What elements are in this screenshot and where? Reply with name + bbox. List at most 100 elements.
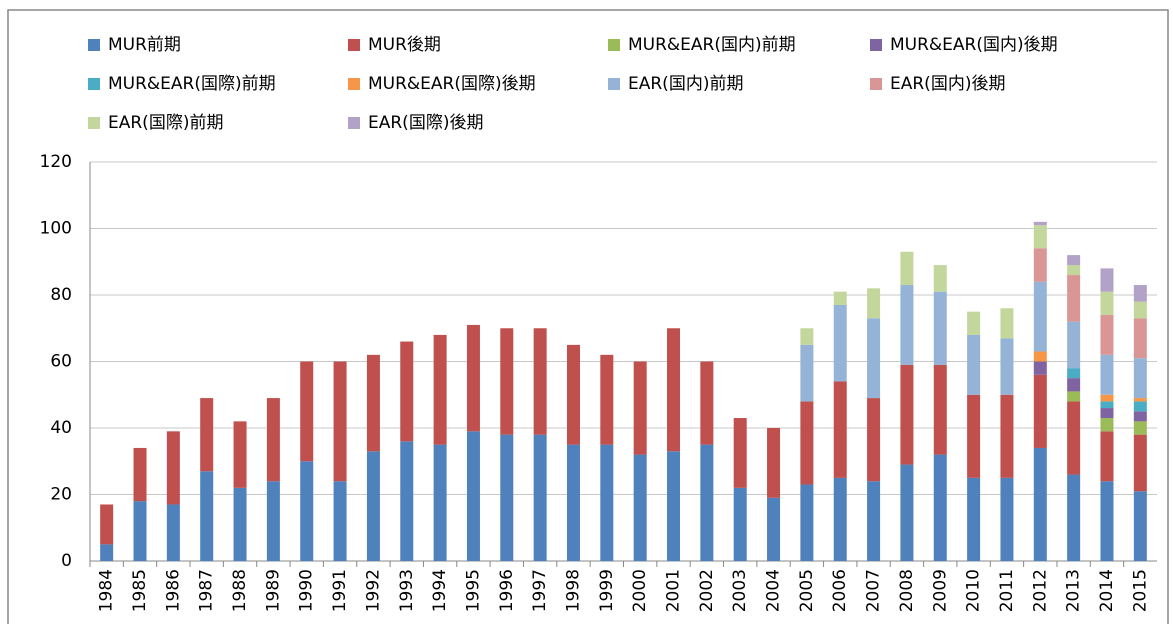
bar-segment xyxy=(100,544,114,561)
x-tick-label: 2010 xyxy=(964,569,984,612)
legend-swatch xyxy=(608,39,620,51)
bar-segment xyxy=(1133,401,1147,412)
bar-segment xyxy=(700,361,714,445)
bar-segment xyxy=(333,361,347,482)
bar-segment xyxy=(1133,491,1147,561)
bar-segment xyxy=(1133,318,1147,359)
x-tick-label: 2000 xyxy=(630,569,650,612)
bar-segment xyxy=(1033,374,1047,448)
legend-label: MUR&EAR(国際)後期 xyxy=(368,74,536,94)
x-tick-label: 2006 xyxy=(830,569,850,612)
bar-segment xyxy=(767,497,781,561)
legend-swatch xyxy=(348,39,360,51)
x-tick-label: 2003 xyxy=(730,569,750,612)
bar-segment xyxy=(800,328,814,345)
x-tick-label: 2012 xyxy=(1030,569,1050,612)
bar-segment xyxy=(533,434,547,561)
legend-swatch xyxy=(608,78,620,90)
legend-label: MUR&EAR(国内)後期 xyxy=(890,35,1058,55)
legend-label: MUR前期 xyxy=(108,35,181,55)
y-tick-label: 0 xyxy=(61,551,72,571)
bar-segment xyxy=(967,477,981,561)
bar-segment xyxy=(1067,401,1081,475)
bar-segment xyxy=(800,401,814,485)
bar-segment xyxy=(366,451,380,561)
bar-segment xyxy=(1033,361,1047,375)
bar-segment xyxy=(200,398,214,472)
x-tick-label: 2008 xyxy=(897,569,917,612)
bar-segment xyxy=(366,354,380,452)
legend-swatch xyxy=(870,39,882,51)
y-tick-label: 20 xyxy=(50,485,72,505)
bar-segment xyxy=(500,328,514,435)
bar-segment xyxy=(1067,368,1081,379)
x-tick-label: 1990 xyxy=(297,569,317,612)
bar-segment xyxy=(1033,447,1047,561)
bar-segment xyxy=(1033,281,1047,352)
legend-swatch xyxy=(348,117,360,129)
bar-segment xyxy=(800,344,814,402)
bar-segment xyxy=(166,504,180,561)
bar-segment xyxy=(833,304,847,382)
bar-segment xyxy=(733,487,747,561)
x-tick-label: 2009 xyxy=(930,569,950,612)
bar-segment xyxy=(1100,401,1114,409)
legend-label: MUR後期 xyxy=(368,35,441,55)
bar-segment xyxy=(466,324,480,432)
x-tick-label: 1999 xyxy=(597,569,617,612)
bar-segment xyxy=(667,451,681,561)
bar-segment xyxy=(166,431,180,505)
bar-segment xyxy=(100,504,114,545)
legend-label: EAR(国際)前期 xyxy=(108,113,223,133)
x-tick-label: 2015 xyxy=(1130,569,1150,612)
bar-segment xyxy=(400,341,414,442)
bar-segment xyxy=(1067,275,1081,322)
bar-segment xyxy=(1000,477,1014,561)
chart-frame xyxy=(7,9,1169,628)
bar-segment xyxy=(433,444,447,561)
bar-segment xyxy=(1067,321,1081,369)
bar-segment xyxy=(566,344,580,445)
x-tick-label: 2013 xyxy=(1064,569,1084,612)
bar-segment xyxy=(933,364,947,455)
bar-segment xyxy=(1100,354,1114,395)
y-tick-label: 120 xyxy=(40,152,72,172)
x-tick-label: 1984 xyxy=(97,569,117,612)
x-tick-label: 2014 xyxy=(1097,569,1117,612)
y-tick-label: 100 xyxy=(40,219,72,239)
bar-segment xyxy=(900,251,914,286)
bar-segment xyxy=(1000,308,1014,339)
bar-segment xyxy=(833,291,847,305)
bar-segment xyxy=(1067,391,1081,402)
bar-segment xyxy=(867,481,881,561)
bar-segment xyxy=(600,444,614,561)
bar-segment xyxy=(933,454,947,561)
legend-label: MUR&EAR(国際)前期 xyxy=(108,74,276,94)
bar-segment xyxy=(900,364,914,465)
bar-segment xyxy=(633,361,647,455)
bar-segment xyxy=(1067,474,1081,561)
bar-segment xyxy=(933,265,947,292)
bar-segment xyxy=(1133,285,1147,302)
bar-segment xyxy=(433,334,447,445)
x-tick-label: 2007 xyxy=(864,569,884,612)
legend-swatch xyxy=(870,78,882,90)
bar-segment xyxy=(867,318,881,399)
bar-segment xyxy=(533,328,547,435)
bar-segment xyxy=(967,311,981,335)
y-tick-label: 40 xyxy=(50,418,72,438)
bar-segment xyxy=(967,334,981,395)
bar-segment xyxy=(466,431,480,561)
bar-segment xyxy=(1033,221,1047,226)
bar-segment xyxy=(266,398,280,482)
bar-segment xyxy=(200,471,214,561)
bar-segment xyxy=(1133,301,1147,319)
bar-segment xyxy=(1133,411,1147,422)
bar-segment xyxy=(500,434,514,561)
bar-segment xyxy=(1100,268,1114,292)
bar-segment xyxy=(1133,358,1147,399)
x-tick-label: 1997 xyxy=(530,569,550,612)
bar-segment xyxy=(1133,421,1147,435)
bar-segment xyxy=(667,328,681,452)
x-tick-label: 1985 xyxy=(130,569,150,612)
